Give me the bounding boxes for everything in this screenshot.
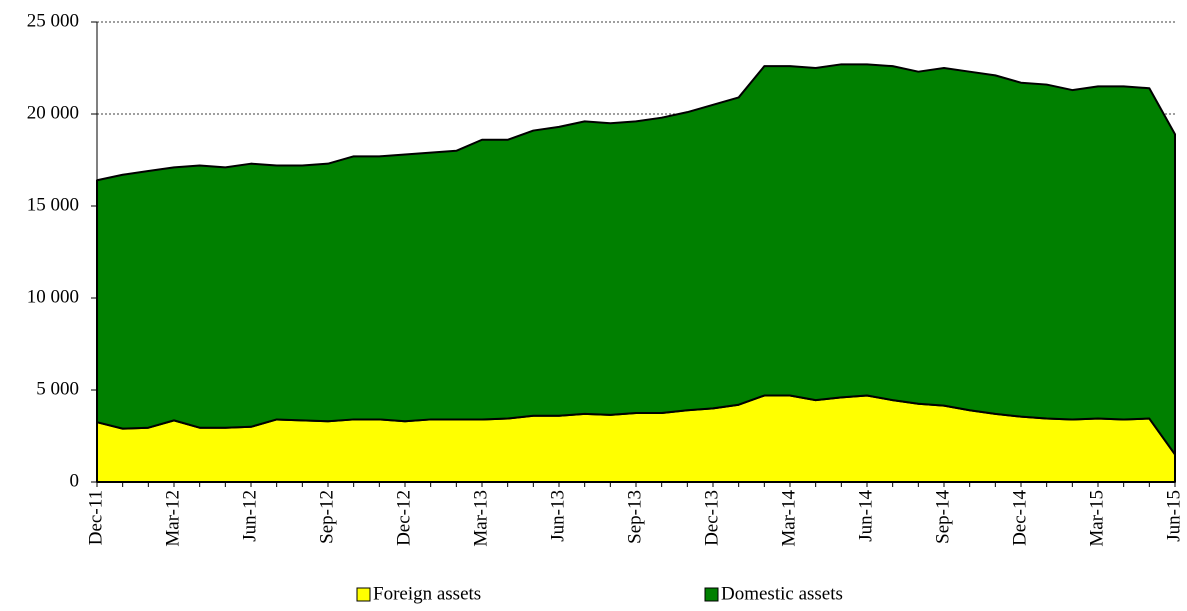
- y-tick-label: 20 000: [27, 102, 79, 123]
- x-tick-label: Mar-13: [470, 490, 491, 547]
- y-tick-label: 0: [70, 470, 80, 491]
- y-tick-label: 25 000: [27, 10, 79, 31]
- y-tick-label: 15 000: [27, 194, 79, 215]
- x-tick-label: Mar-15: [1086, 490, 1107, 547]
- x-tick-label: Jun-13: [547, 490, 568, 542]
- x-tick-label: Jun-14: [855, 490, 876, 542]
- x-tick-label: Dec-12: [393, 490, 414, 546]
- x-tick-label: Mar-14: [778, 490, 799, 547]
- x-tick-label: Jun-12: [239, 490, 260, 542]
- y-tick-label: 5 000: [36, 378, 79, 399]
- x-tick-label: Mar-12: [162, 490, 183, 547]
- x-tick-label: Dec-14: [1009, 490, 1030, 546]
- x-tick-label: Dec-11: [85, 490, 106, 545]
- area: [96, 63, 1176, 456]
- x-tick-label: Dec-13: [701, 490, 722, 546]
- legend-label: Foreign assets: [373, 583, 481, 604]
- legend-label: Domestic assets: [721, 583, 843, 604]
- y-tick-label: 10 000: [27, 286, 79, 307]
- x-tick-label: Sep-14: [932, 490, 953, 544]
- legend-swatch: [356, 587, 371, 602]
- x-tick-label: Sep-13: [624, 490, 645, 544]
- x-tick-label: Sep-12: [316, 490, 337, 544]
- x-tick-label: Jun-15: [1163, 490, 1184, 542]
- legend-swatch: [704, 587, 719, 602]
